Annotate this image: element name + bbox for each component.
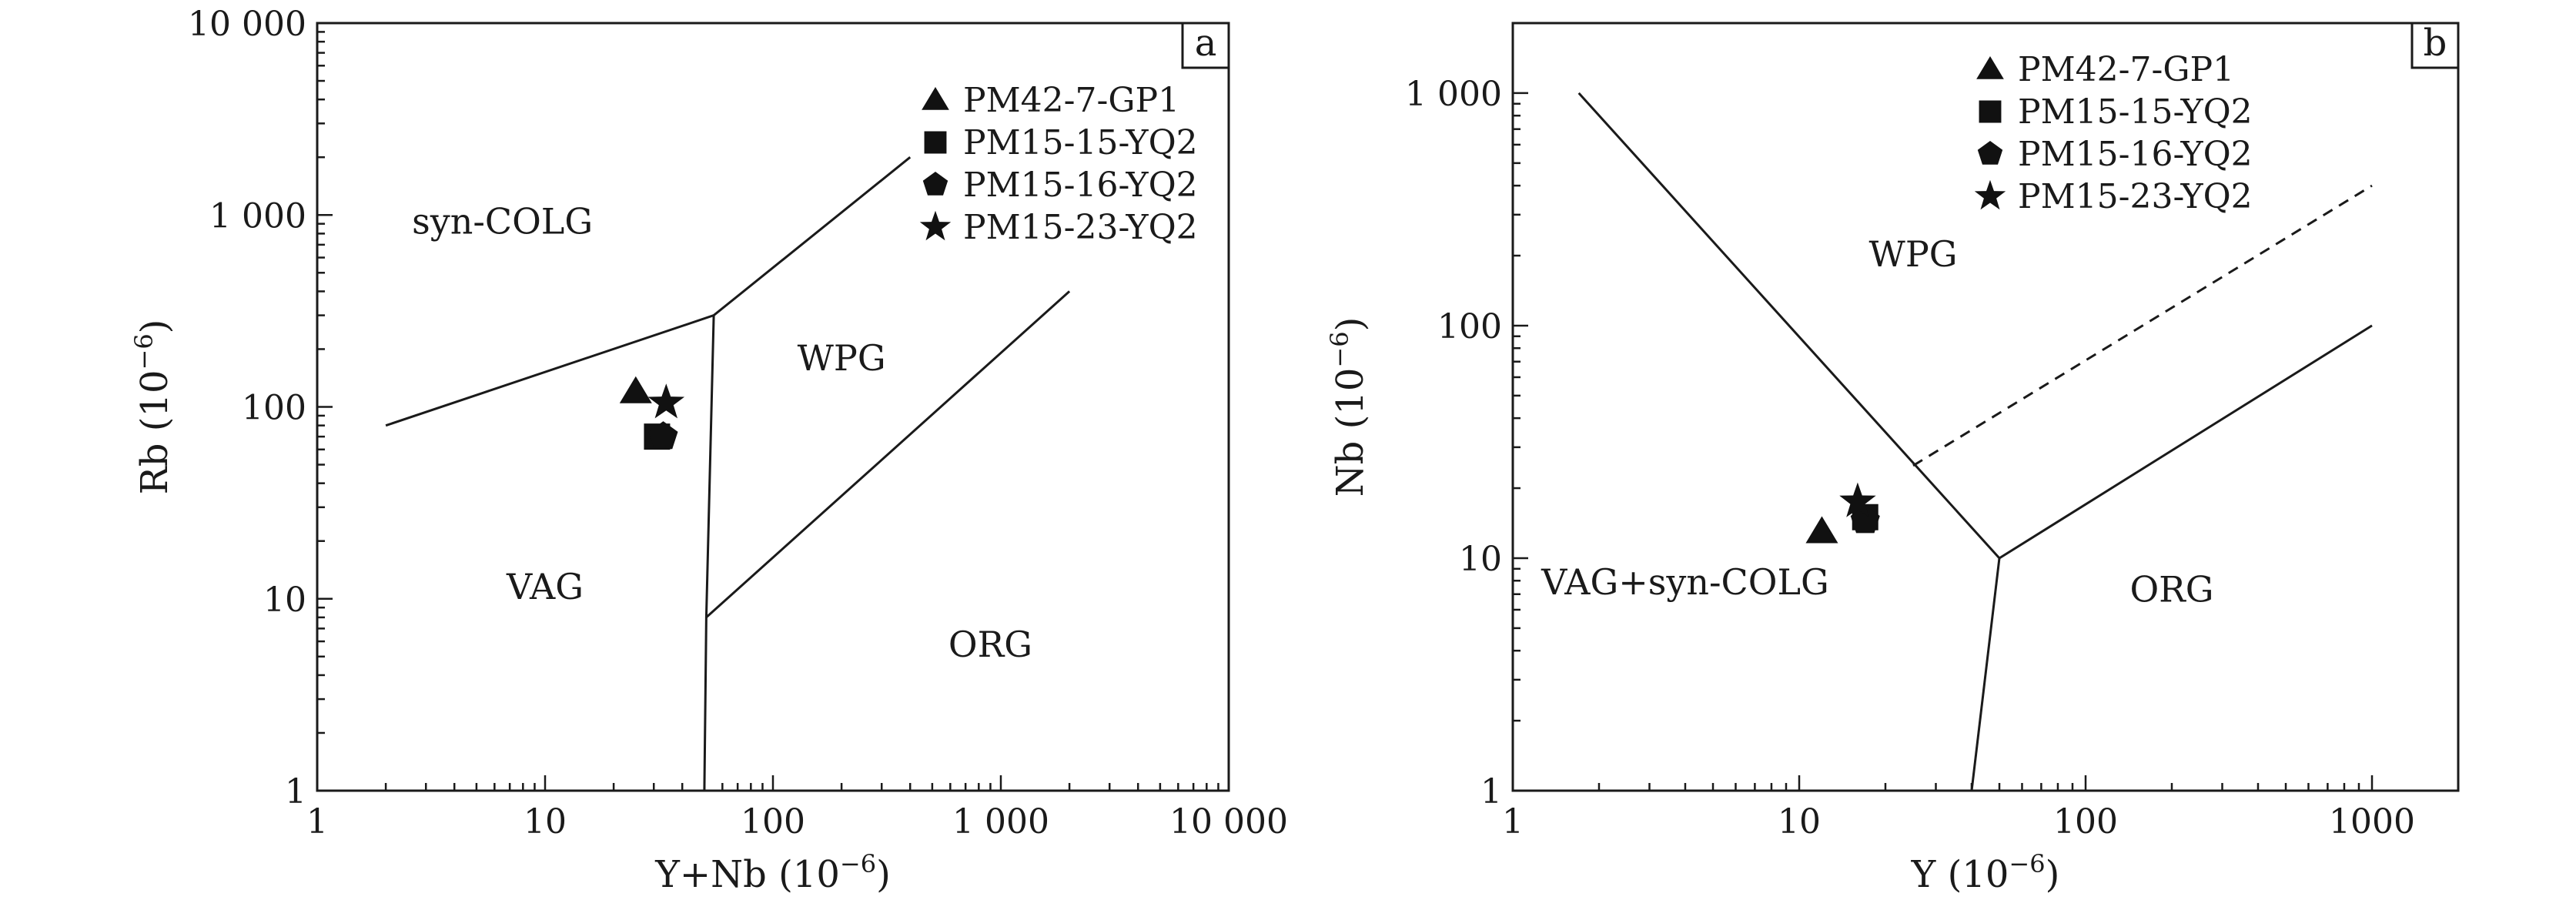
- panel-b-y-tick-label: 100: [1437, 307, 1502, 346]
- panel-a-region-org: ORG: [948, 624, 1032, 665]
- panel-b-region-wpg: WPG: [1869, 233, 1958, 275]
- panel-b-point-pm42-7-gp1: [1805, 516, 1838, 544]
- panel-b-boundary-1: [1999, 324, 2373, 560]
- panel-b-boundary-0: [1577, 92, 2001, 560]
- panel-a-point-pm15-16-yq2: [648, 421, 678, 450]
- panel-b-y-tick-label: 1 000: [1405, 75, 1502, 114]
- legend-marker-square-icon: [924, 131, 947, 154]
- legend-marker-triangle-icon: [922, 87, 949, 110]
- panel-b-x-tick-label: 100: [2053, 802, 2118, 841]
- panel-a-y-axis-title: Rb (10−6): [129, 320, 176, 495]
- panel-b-boundary-3: [1912, 184, 2373, 467]
- panel-b-y-tick-label: 10: [1459, 540, 1502, 579]
- legend-entry-label: PM42-7-GP1: [963, 81, 1179, 120]
- panel-b-point-pm15-16-yq2: [1850, 505, 1880, 534]
- panel-a-boundary-1: [703, 315, 715, 791]
- panel-b-x-tick-label: 1000: [2329, 802, 2415, 841]
- legend-entry-label: PM15-16-YQ2: [963, 166, 1198, 205]
- panel-a-x-tick-label: 1: [306, 802, 328, 841]
- panel-b-frame: [1511, 22, 2460, 792]
- panel-b-region-vag-syn-colg: VAG+syn-COLG: [1541, 561, 1829, 603]
- panel-a-boundary-2: [705, 290, 1071, 619]
- panel-a-y-tick-label: 100: [242, 389, 306, 428]
- panel-a-region-wpg: WPG: [798, 337, 886, 379]
- legend-marker-square-icon: [1979, 100, 2002, 123]
- legend-entry-label: PM15-15-YQ2: [963, 123, 1198, 162]
- legend-marker-pentagon-icon: [922, 172, 948, 196]
- legend-marker-pentagon-icon: [1977, 141, 2003, 165]
- legend-marker-star-icon: [919, 210, 952, 241]
- panel-a-letter-box: [1181, 22, 1230, 69]
- legend-entry-label: PM15-16-YQ2: [2018, 135, 2253, 174]
- panel-a-boundary-0: [385, 156, 912, 427]
- panel-b-point-pm15-23-yq2: [1839, 482, 1876, 517]
- panel-a-y-tick-label: 10 000: [188, 5, 306, 44]
- panel-a-y-tick-label: 1 000: [209, 196, 306, 236]
- panel-b-x-axis-title: Y (10−6): [1911, 849, 2060, 896]
- legend-marker-star-icon: [1974, 179, 2006, 210]
- legend-marker-triangle-icon: [1976, 56, 2004, 79]
- legend-entry-label: PM15-23-YQ2: [2018, 177, 2253, 216]
- panel-b-boundary-2: [1970, 557, 2001, 791]
- panel-a: a 1 10 100 1 000 10 000 1 10 100 1 000 10 000 Y+Nb …: [129, 5, 1288, 896]
- panel-a-letter: a: [1195, 22, 1217, 65]
- panel-a-y-tick-label: 1: [285, 772, 306, 811]
- legend-entry-label: PM15-15-YQ2: [2018, 92, 2253, 132]
- panel-b-y-tick-label: 1: [1480, 772, 1502, 811]
- legend-entry-label: PM15-23-YQ2: [963, 208, 1198, 247]
- panel-a-x-tick-label: 10 000: [1169, 802, 1288, 841]
- panel-b: b 1 10 100 1000 1 10 100 1 000 Y (10−6) Nb (10−6) W…: [1325, 22, 2460, 896]
- panel-a-y-tick-label: 10: [263, 580, 306, 620]
- panel-b-region-org: ORG: [2129, 568, 2213, 610]
- panel-b-letter: b: [2424, 22, 2447, 65]
- panel-a-region-vag: VAG: [506, 566, 584, 607]
- panel-b-letter-box: [2410, 22, 2460, 69]
- panel-b-y-axis-title: Nb (10−6): [1325, 317, 1372, 497]
- panel-a-x-tick-label: 100: [741, 802, 805, 841]
- panel-a-point-pm42-7-gp1: [619, 376, 652, 403]
- panel-b-x-tick-label: 10: [1778, 802, 1821, 841]
- panel-b-legend: PM42-7-GP1PM15-15-YQ2PM15-16-YQ2PM15-23-…: [1974, 50, 2253, 216]
- panel-a-x-tick-label: 10: [524, 802, 567, 841]
- panel-a-x-axis-title: Y+Nb (10−6): [654, 849, 891, 896]
- legend-entry-label: PM42-7-GP1: [2018, 50, 2234, 89]
- panel-b-x-tick-label: 1: [1502, 802, 1524, 841]
- panel-a-point-pm15-23-yq2: [647, 383, 685, 419]
- panel-a-region-syn-colg: syn-COLG: [412, 200, 593, 242]
- panel-a-x-tick-label: 1 000: [952, 802, 1049, 841]
